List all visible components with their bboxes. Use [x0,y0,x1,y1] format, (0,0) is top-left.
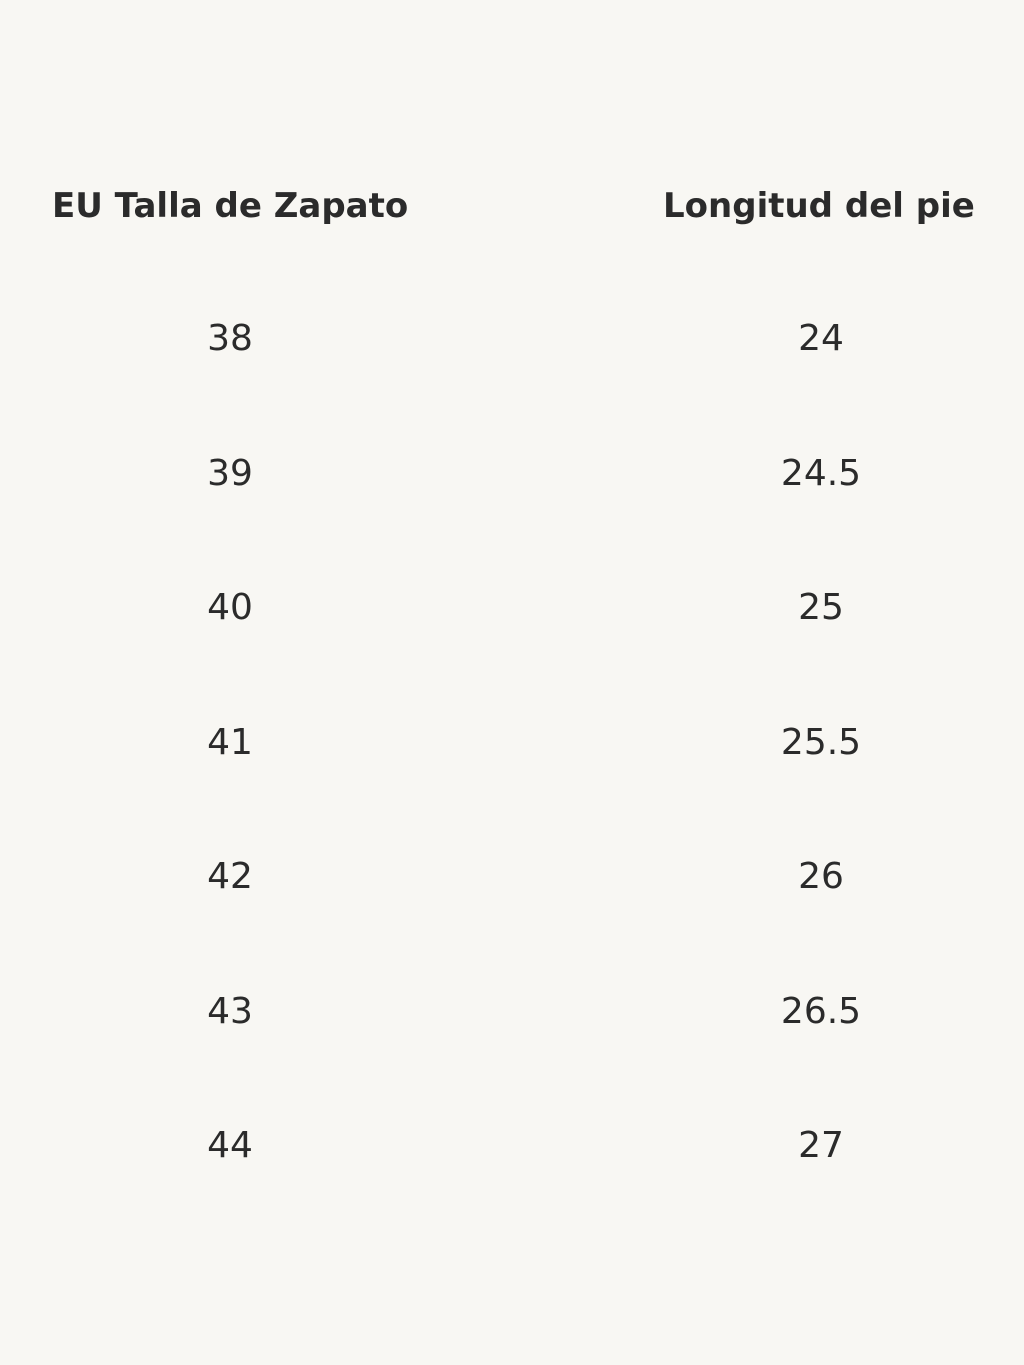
cell: 42 [207,856,253,897]
cell: 26.5 [780,990,862,1032]
cell: 24.5 [780,452,862,494]
cell: 25 [798,587,844,628]
cell: 26 [798,856,844,897]
cell: 43 [207,990,253,1032]
cell: 27 [798,1125,844,1166]
cell: 25.5 [780,721,862,763]
header: Longitud del pie [663,186,975,226]
cell: 24 [798,318,844,359]
cell: 40 [207,587,253,628]
cell: 41 [207,721,253,763]
cell: 39 [207,452,253,494]
header: EU Talla de Zapato [52,186,409,226]
cell: 44 [207,1125,253,1166]
cell: 38 [207,318,253,359]
